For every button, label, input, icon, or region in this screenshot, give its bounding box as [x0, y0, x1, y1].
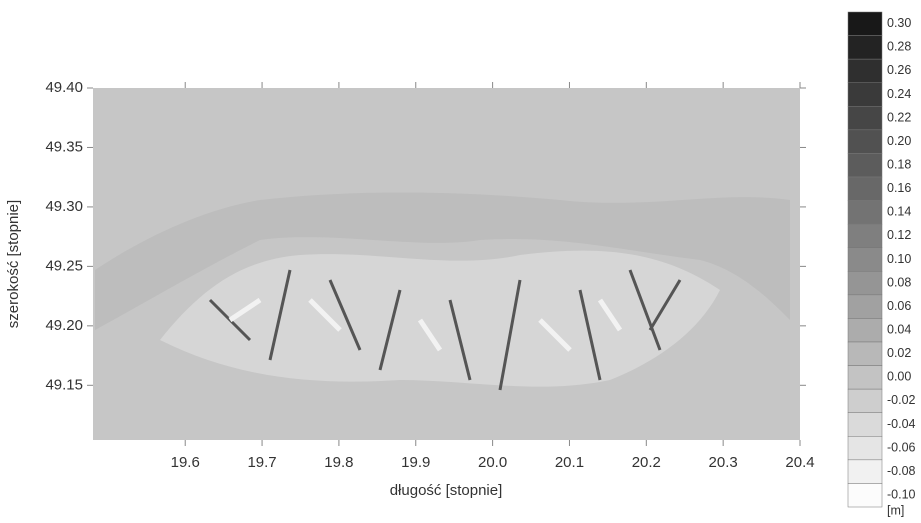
colorbar-cell [848, 224, 882, 248]
colorbar-label: -0.08 [887, 464, 916, 478]
colorbar-cell [848, 389, 882, 413]
colorbar-label: 0.02 [887, 346, 911, 360]
colorbar-label: 0.18 [887, 158, 911, 172]
colorbar-cell [848, 436, 882, 460]
colorbar-cell [848, 36, 882, 60]
colorbar-cell [848, 12, 882, 36]
y-tick-label: 49.35 [45, 138, 83, 155]
colorbar-label: 0.06 [887, 299, 911, 313]
colorbar-cell [848, 295, 882, 319]
colorbar-label: 0.12 [887, 228, 911, 242]
colorbar-cell [848, 130, 882, 154]
y-tick-label: 49.25 [45, 257, 83, 274]
chart: długość [stopnie] szerokość [stopnie] [m… [0, 0, 921, 518]
colorbar-unit: [m] [887, 503, 904, 517]
x-tick-label: 19.9 [401, 454, 430, 471]
y-tick-label: 49.20 [45, 317, 83, 334]
colorbar-cell [848, 413, 882, 437]
colorbar-cell [848, 318, 882, 342]
colorbar-label: 0.26 [887, 63, 911, 77]
colorbar-label: 0.20 [887, 134, 911, 148]
colorbar-cell [848, 83, 882, 107]
colorbar-cell [848, 201, 882, 225]
x-tick-label: 20.2 [632, 454, 661, 471]
x-tick-label: 19.6 [171, 454, 200, 471]
x-tick-label: 19.7 [247, 454, 276, 471]
colorbar-cell [848, 366, 882, 390]
x-tick-label: 19.8 [324, 454, 353, 471]
colorbar-cell [848, 483, 882, 507]
y-tick-label: 49.40 [45, 79, 83, 96]
colorbar-label: 0.22 [887, 110, 911, 124]
colorbar-cell [848, 248, 882, 272]
colorbar-label: 0.10 [887, 252, 911, 266]
colorbar-cell [848, 271, 882, 295]
colorbar-label: 0.14 [887, 205, 911, 219]
colorbar-label: -0.04 [887, 417, 916, 431]
x-tick-label: 20.1 [555, 454, 584, 471]
colorbar-label: -0.10 [887, 488, 916, 502]
y-tick-label: 49.30 [45, 198, 83, 215]
colorbar-cell [848, 153, 882, 177]
x-axis-label: długość [stopnie] [390, 482, 503, 499]
colorbar-label: 0.28 [887, 40, 911, 54]
y-tick-label: 49.15 [45, 376, 83, 393]
colorbar-label: 0.16 [887, 181, 911, 195]
colorbar-cell [848, 106, 882, 130]
colorbar-cell [848, 59, 882, 83]
x-tick-label: 20.4 [785, 454, 814, 471]
colorbar-label: 0.24 [887, 87, 911, 101]
x-tick-label: 20.0 [478, 454, 507, 471]
colorbar-label: 0.08 [887, 275, 911, 289]
colorbar-label: 0.04 [887, 323, 911, 337]
colorbar-label: -0.02 [887, 393, 916, 407]
colorbar-label: 0.30 [887, 16, 911, 30]
colorbar-cell [848, 177, 882, 201]
y-axis-label: szerokość [stopnie] [5, 200, 22, 328]
colorbar-cell [848, 460, 882, 484]
colorbar-label: 0.00 [887, 370, 911, 384]
colorbar-label: -0.06 [887, 440, 916, 454]
colorbar-cell [848, 342, 882, 366]
x-tick-label: 20.3 [709, 454, 738, 471]
